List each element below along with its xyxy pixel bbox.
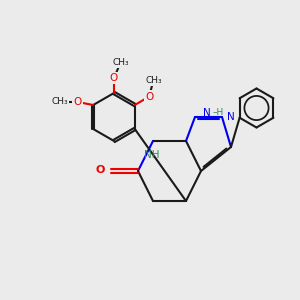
Text: NH: NH — [144, 150, 159, 160]
Text: O: O — [74, 97, 82, 107]
Text: CH₃: CH₃ — [145, 76, 162, 85]
Text: O: O — [145, 92, 153, 102]
Text: O: O — [95, 165, 104, 176]
Text: –H: –H — [212, 108, 224, 117]
Text: CH₃: CH₃ — [112, 58, 129, 67]
Text: CH₃: CH₃ — [52, 98, 68, 106]
Text: N: N — [227, 112, 235, 122]
Text: N: N — [202, 107, 210, 118]
Text: O: O — [110, 73, 118, 83]
